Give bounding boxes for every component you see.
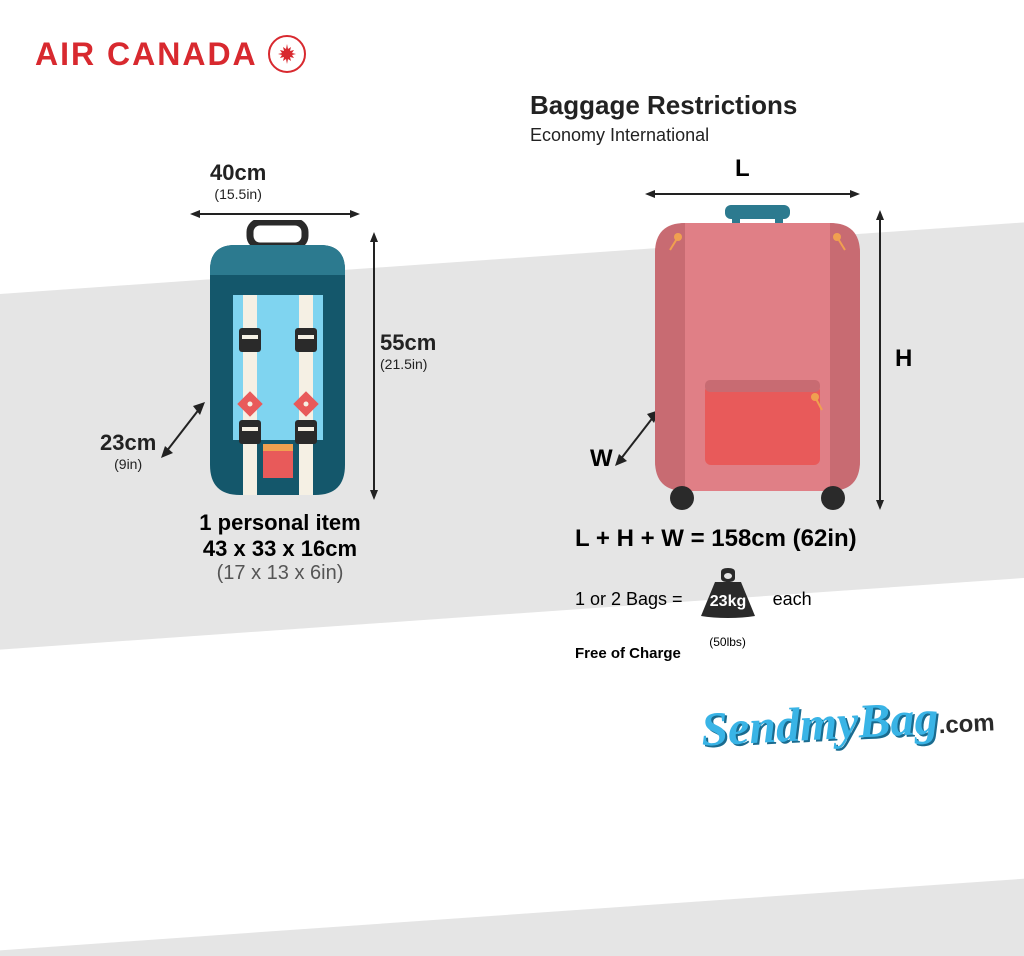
backpack-icon xyxy=(195,220,360,500)
height-arrow-icon xyxy=(874,210,886,510)
height-arrow-icon xyxy=(368,232,380,500)
airline-logo: AIR CANADA xyxy=(35,35,306,73)
suitcase-formula: L + H + W = 158cm (62in) xyxy=(575,525,857,553)
suitcase-height-label: H xyxy=(895,345,912,373)
page-subtitle: Economy International xyxy=(530,125,797,146)
suitcase-icon xyxy=(650,205,865,510)
page-title: Baggage Restrictions xyxy=(530,90,797,121)
width-arrow-icon xyxy=(190,208,360,220)
backpack-depth-label: 23cm (9in) xyxy=(100,430,156,472)
free-of-charge: Free of Charge xyxy=(575,645,681,662)
backpack-width-label: 40cm (15.5in) xyxy=(210,160,266,202)
backpack-height-label: 55cm (21.5in) xyxy=(380,330,436,372)
length-arrow-icon xyxy=(645,188,860,200)
airline-name: AIR CANADA xyxy=(35,36,258,73)
header: Baggage Restrictions Economy Internation… xyxy=(530,90,797,146)
suitcase-width-label: W xyxy=(590,445,613,473)
backpack-caption: 1 personal item 43 x 33 x 16cm (17 x 13 … xyxy=(130,510,430,585)
weight-info: 1 or 2 Bags = 23kg (50lbs) each xyxy=(575,568,812,630)
maple-leaf-icon xyxy=(268,35,306,73)
suitcase-length-label: L xyxy=(735,155,750,183)
weight-icon: 23kg (50lbs) xyxy=(693,568,763,630)
svg-text:23kg: 23kg xyxy=(709,593,745,610)
sendmybag-logo: SendmyBag.com xyxy=(699,687,995,757)
